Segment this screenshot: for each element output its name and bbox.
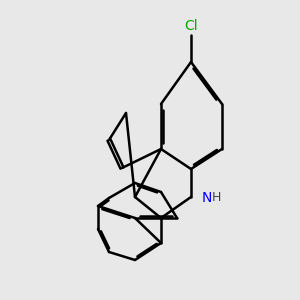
Text: Cl: Cl xyxy=(184,20,198,34)
Text: H: H xyxy=(212,191,221,204)
Text: N: N xyxy=(202,190,212,205)
